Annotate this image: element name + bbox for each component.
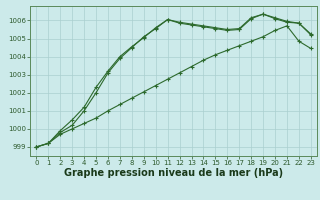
- X-axis label: Graphe pression niveau de la mer (hPa): Graphe pression niveau de la mer (hPa): [64, 168, 283, 178]
